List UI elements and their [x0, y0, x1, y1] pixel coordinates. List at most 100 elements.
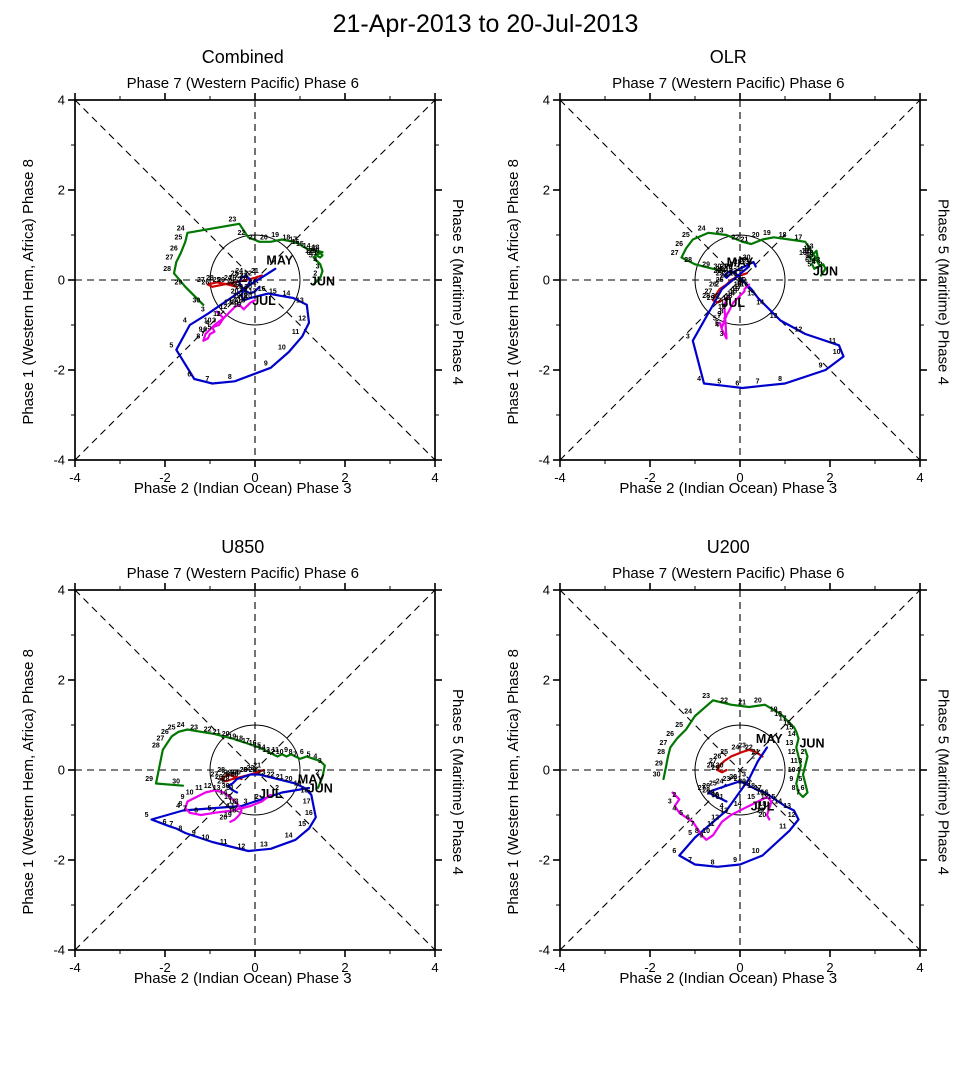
axis-label-top: Phase 7 (Western Pacific) Phase 6 — [127, 565, 359, 582]
svg-text:-4: -4 — [69, 470, 81, 485]
svg-text:0: 0 — [543, 763, 550, 778]
svg-text:6: 6 — [686, 814, 690, 821]
svg-text:27: 27 — [165, 255, 173, 262]
svg-text:13: 13 — [720, 808, 728, 815]
svg-text:4: 4 — [313, 754, 317, 761]
svg-text:0: 0 — [58, 273, 65, 288]
svg-text:2: 2 — [673, 792, 677, 799]
svg-text:3: 3 — [318, 758, 322, 765]
svg-text:30: 30 — [653, 772, 661, 779]
svg-text:20: 20 — [738, 277, 746, 284]
panel-u850: U850 Phase 7 (Western Pacific) Phase 6 P… — [0, 531, 486, 987]
svg-text:8: 8 — [792, 785, 796, 792]
svg-text:2: 2 — [543, 673, 550, 688]
svg-text:2: 2 — [715, 282, 719, 289]
svg-text:-2: -2 — [539, 363, 551, 378]
svg-text:4: 4 — [313, 257, 317, 264]
svg-text:2: 2 — [58, 673, 65, 688]
svg-text:7: 7 — [205, 376, 209, 383]
svg-text:23: 23 — [257, 769, 265, 776]
panel-combined: Combined Phase 7 (Western Pacific) Phase… — [0, 41, 486, 497]
mjo-phase-diagram-page: 21-Apr-2013 to 20-Jul-2013 Combined Phas… — [0, 10, 971, 987]
svg-text:-2: -2 — [53, 363, 65, 378]
svg-text:20: 20 — [244, 293, 252, 300]
svg-text:28: 28 — [657, 749, 665, 756]
svg-text:21: 21 — [741, 237, 749, 244]
axis-label-bottom: Phase 2 (Indian Ocean) Phase 3 — [619, 970, 837, 987]
svg-text:17: 17 — [795, 234, 803, 241]
svg-text:26: 26 — [170, 246, 178, 253]
svg-text:6: 6 — [801, 785, 805, 792]
svg-text:JUL: JUL — [722, 296, 746, 310]
svg-text:3: 3 — [201, 306, 205, 313]
svg-text:31: 31 — [248, 279, 256, 286]
svg-text:9: 9 — [819, 363, 823, 370]
svg-text:30: 30 — [716, 763, 724, 770]
axis-label-top: Phase 7 (Western Pacific) Phase 6 — [127, 75, 359, 92]
svg-text:7: 7 — [756, 378, 760, 385]
svg-text:3: 3 — [720, 331, 724, 338]
svg-text:8: 8 — [695, 828, 699, 835]
axis-label-bottom: Phase 2 (Indian Ocean) Phase 3 — [134, 970, 352, 987]
svg-text:15: 15 — [747, 291, 755, 298]
svg-text:8: 8 — [288, 749, 292, 756]
svg-text:29: 29 — [702, 261, 710, 268]
svg-text:23: 23 — [190, 724, 198, 731]
svg-text:10: 10 — [201, 835, 209, 842]
svg-text:-4: -4 — [554, 960, 566, 975]
svg-text:4: 4 — [183, 318, 187, 325]
svg-text:MAY: MAY — [266, 253, 293, 267]
svg-text:7: 7 — [169, 821, 173, 828]
svg-text:23: 23 — [738, 742, 746, 749]
svg-text:20: 20 — [221, 731, 229, 738]
svg-text:25: 25 — [720, 749, 728, 756]
svg-text:13: 13 — [260, 841, 268, 848]
svg-text:3: 3 — [243, 799, 247, 806]
axis-label-right: Phase 5 (Maritime) Phase 4 — [934, 199, 951, 385]
svg-text:22: 22 — [720, 697, 728, 704]
svg-text:JUN: JUN — [307, 782, 332, 796]
svg-text:18: 18 — [779, 232, 787, 239]
svg-text:5: 5 — [679, 810, 683, 817]
svg-text:19: 19 — [770, 706, 778, 713]
axis-label-bottom: Phase 2 (Indian Ocean) Phase 3 — [619, 480, 837, 497]
svg-text:20: 20 — [260, 234, 268, 241]
svg-text:22: 22 — [729, 774, 737, 781]
svg-text:-2: -2 — [53, 853, 65, 868]
svg-text:3: 3 — [686, 333, 690, 340]
svg-text:-4: -4 — [554, 470, 566, 485]
svg-text:14: 14 — [282, 291, 290, 298]
svg-text:16: 16 — [804, 248, 812, 255]
svg-text:13: 13 — [770, 313, 778, 320]
svg-text:30: 30 — [172, 778, 180, 785]
svg-text:22: 22 — [745, 745, 753, 752]
svg-text:24: 24 — [176, 225, 184, 232]
svg-text:11: 11 — [829, 338, 837, 345]
svg-text:19: 19 — [228, 733, 236, 740]
svg-text:13: 13 — [783, 803, 791, 810]
svg-text:9: 9 — [284, 747, 288, 754]
svg-text:12: 12 — [788, 812, 796, 819]
svg-text:8: 8 — [178, 826, 182, 833]
svg-text:10: 10 — [185, 790, 193, 797]
svg-text:25: 25 — [239, 767, 247, 774]
svg-text:25: 25 — [174, 234, 182, 241]
svg-text:22: 22 — [203, 727, 211, 734]
svg-text:6: 6 — [715, 320, 719, 327]
svg-text:-4: -4 — [539, 453, 551, 468]
svg-text:4: 4 — [697, 376, 701, 383]
svg-text:29: 29 — [655, 760, 663, 767]
svg-text:8: 8 — [178, 801, 182, 808]
svg-text:11: 11 — [213, 311, 221, 318]
svg-text:14: 14 — [734, 801, 742, 808]
svg-text:24: 24 — [716, 778, 724, 785]
svg-text:13: 13 — [296, 297, 304, 304]
svg-text:5: 5 — [207, 324, 211, 331]
svg-text:17: 17 — [302, 799, 310, 806]
svg-text:28: 28 — [163, 266, 171, 273]
axis-label-left: Phase 1 (Western Hem, Africa) Phase 8 — [505, 649, 522, 915]
svg-text:21: 21 — [738, 700, 746, 707]
svg-text:25: 25 — [167, 724, 175, 731]
plot-row: Phase 1 (Western Hem, Africa) Phase 8 -4… — [20, 582, 466, 982]
svg-text:26: 26 — [675, 241, 683, 248]
